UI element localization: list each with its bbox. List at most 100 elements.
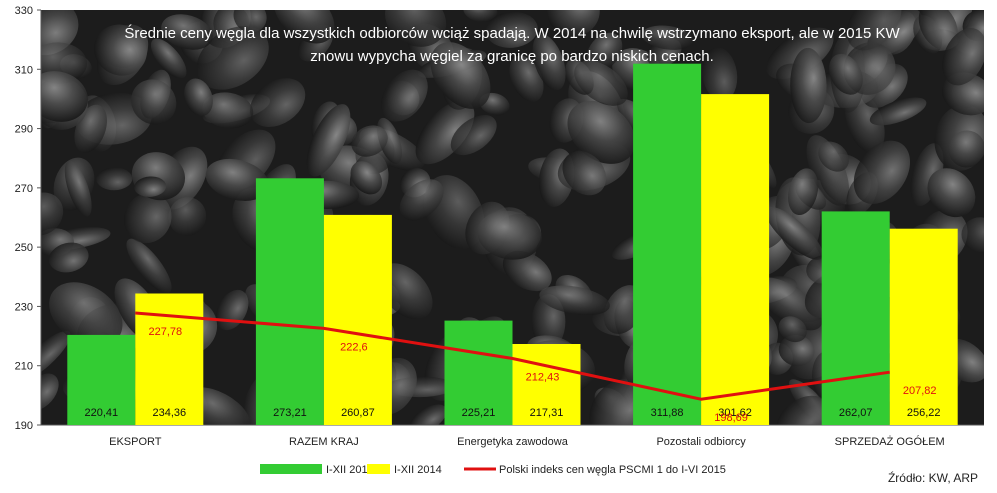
bar-2013 bbox=[67, 334, 136, 425]
coal-rock bbox=[134, 176, 167, 197]
coal-rock bbox=[41, 71, 88, 122]
coal-rock bbox=[202, 92, 254, 129]
coal-rock bbox=[790, 47, 827, 124]
index-value-label: 227,78 bbox=[148, 326, 182, 338]
coal-rock bbox=[415, 100, 475, 165]
chart-title-line-2: znowu wypycha węgiel za granicę po bardz… bbox=[310, 48, 714, 65]
coal-rock bbox=[846, 10, 902, 51]
legend-swatch-2014 bbox=[367, 464, 390, 474]
coal-rock bbox=[64, 160, 92, 217]
coal-rock bbox=[168, 197, 207, 236]
category-labels: EKSPORT RAZEM KRAJ Energetyka zawodowa Pozo… bbox=[109, 435, 945, 448]
coal-rock bbox=[641, 25, 694, 50]
bar-value-label: 301,62 bbox=[718, 407, 752, 419]
coal-rock bbox=[233, 10, 267, 33]
y-tick-label: 310 bbox=[15, 64, 33, 76]
bar-value-label: 273,21 bbox=[273, 407, 307, 419]
index-line: 227,78 222,6 212,43 198,69 207,82 bbox=[135, 311, 937, 424]
coal-rock bbox=[161, 14, 213, 50]
bar-2014 bbox=[323, 214, 392, 425]
coal-rock bbox=[806, 135, 850, 206]
coal-rock bbox=[273, 10, 335, 44]
coal-rock bbox=[41, 10, 79, 56]
coal-rock bbox=[48, 242, 89, 273]
coal-rock bbox=[778, 334, 815, 367]
index-value-label: 207,82 bbox=[903, 385, 937, 397]
y-tick-label: 190 bbox=[15, 420, 33, 432]
bar-2013 bbox=[633, 63, 702, 425]
y-tick-label: 330 bbox=[15, 5, 33, 17]
bar-2014 bbox=[701, 94, 770, 425]
category-label: RAZEM KRAJ bbox=[289, 436, 359, 448]
chart-title-line-1: Średnie ceny węgla dla wszystkich odbior… bbox=[124, 24, 900, 42]
coal-rock bbox=[787, 168, 819, 216]
category-label: Pozostali odbiorcy bbox=[656, 436, 746, 448]
coal-rock bbox=[196, 26, 269, 90]
coal-rock bbox=[942, 28, 984, 86]
coal-rock bbox=[126, 238, 172, 294]
coal-rock bbox=[409, 404, 447, 425]
coal-rock bbox=[757, 277, 823, 331]
index-line-path bbox=[135, 311, 890, 401]
bar-value-label: 262,07 bbox=[839, 407, 873, 419]
coal-rock bbox=[765, 206, 823, 260]
coal-rock bbox=[509, 55, 544, 102]
legend-label-index: Polski indeks cen węgla PSCMI 1 do I-VI … bbox=[499, 464, 726, 476]
coal-rock bbox=[948, 130, 984, 168]
index-value-label: 222,6 bbox=[340, 341, 368, 353]
coal-rock bbox=[184, 78, 213, 117]
legend: I-XII 2013 I-XII 2014 Polski indeks cen … bbox=[260, 464, 726, 476]
y-axis-ticks: 190 210 230 250 270 290 310 330 bbox=[15, 5, 41, 432]
coal-rock bbox=[249, 78, 306, 127]
coal-rock bbox=[532, 34, 566, 91]
coal-rock bbox=[351, 125, 388, 157]
coal-rock bbox=[205, 158, 269, 201]
y-tick-label: 290 bbox=[15, 124, 33, 136]
coal-rock bbox=[380, 69, 428, 122]
coal-rock bbox=[96, 167, 133, 191]
bar-2014 bbox=[889, 228, 958, 425]
coal-rock bbox=[818, 141, 849, 172]
bars: 220,41 234,36 273,21 260,87 225,21 217,31 311,… bbox=[67, 63, 958, 425]
coal-rock bbox=[150, 38, 187, 79]
coal-rock bbox=[306, 104, 351, 177]
coal-rock bbox=[350, 161, 383, 195]
y-tick-label: 270 bbox=[15, 183, 33, 195]
y-tick-label: 210 bbox=[15, 361, 33, 373]
index-value-label: 212,43 bbox=[526, 372, 560, 384]
coal-rock bbox=[41, 331, 71, 383]
bar-value-label: 260,87 bbox=[341, 407, 375, 419]
coal-rock bbox=[778, 316, 807, 343]
bar-value-label: 256,22 bbox=[907, 407, 941, 419]
coal-rock bbox=[430, 42, 491, 109]
coal-rock bbox=[853, 140, 911, 204]
coal-rock bbox=[49, 282, 123, 347]
coal-rock bbox=[918, 10, 958, 50]
coal-rock bbox=[567, 100, 636, 164]
coal-rock bbox=[94, 24, 147, 76]
coal-rock bbox=[961, 217, 984, 252]
legend-label-2014: I-XII 2014 bbox=[394, 464, 442, 476]
coal-rock bbox=[450, 115, 497, 156]
coal-rock bbox=[539, 285, 610, 316]
category-label: EKSPORT bbox=[109, 436, 162, 448]
legend-swatch-2013 bbox=[260, 464, 322, 474]
coal-rock bbox=[463, 10, 498, 23]
coal-rock bbox=[586, 32, 623, 71]
coal-rock bbox=[502, 250, 552, 292]
bar-2014 bbox=[512, 344, 581, 425]
category-label: SPRZEDAŻ OGÓŁEM bbox=[835, 435, 945, 448]
chart-title: Średnie ceny węgla dla wszystkich odbior… bbox=[124, 24, 900, 65]
bar-2013 bbox=[444, 320, 513, 425]
coal-rock bbox=[776, 395, 830, 425]
coal-rock bbox=[702, 47, 738, 102]
coal-rock bbox=[477, 210, 542, 260]
bar-value-label: 220,41 bbox=[84, 407, 118, 419]
coal-rock bbox=[399, 179, 444, 221]
coal-rock bbox=[131, 79, 177, 125]
coal-rock bbox=[574, 60, 628, 106]
coal-rock bbox=[927, 168, 976, 218]
coal-rock bbox=[869, 97, 927, 126]
coal-rock bbox=[385, 10, 447, 47]
